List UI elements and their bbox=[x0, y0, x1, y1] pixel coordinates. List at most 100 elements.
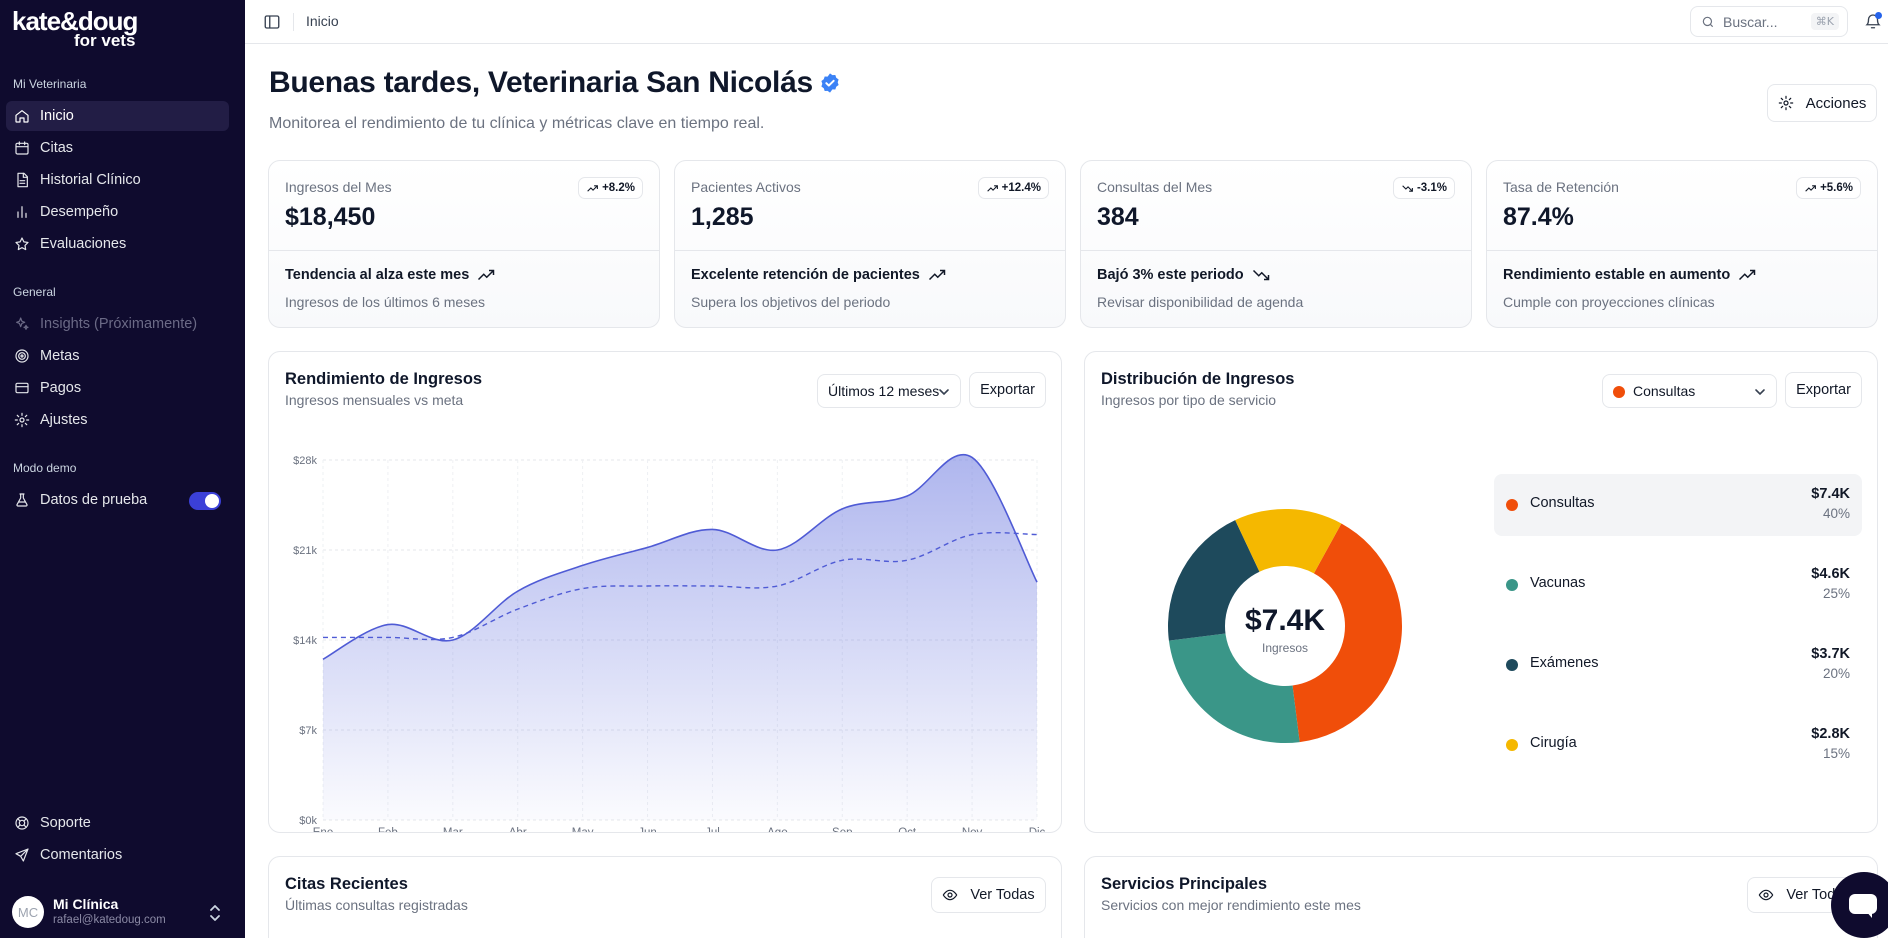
stat-change: +5.6% bbox=[1820, 182, 1853, 194]
legend-dot bbox=[1506, 659, 1518, 671]
sidebar-item-label: Insights (Próximamente) bbox=[40, 316, 198, 332]
trending-up-icon bbox=[587, 184, 598, 192]
donut-slice[interactable] bbox=[1168, 520, 1260, 641]
sidebar-item-ajustes[interactable]: Ajustes bbox=[6, 405, 229, 435]
divider bbox=[1487, 250, 1877, 251]
recent-appointments-card: Citas Recientes Últimas consultas regist… bbox=[268, 856, 1062, 938]
legend-percent: 20% bbox=[1822, 666, 1850, 681]
donut-slice[interactable] bbox=[1292, 523, 1402, 743]
search-input[interactable]: Buscar... ⌘K bbox=[1690, 6, 1848, 37]
stat-value: 1,285 bbox=[691, 203, 754, 231]
sidebar-item-soporte[interactable]: Soporte bbox=[6, 808, 229, 838]
export-label: Exportar bbox=[980, 382, 1035, 398]
stat-change-badge: +8.2% bbox=[578, 177, 643, 199]
legend-percent: 15% bbox=[1822, 746, 1850, 761]
legend-name: Consultas bbox=[1530, 495, 1595, 511]
view-all-button[interactable]: Ver Todas bbox=[931, 877, 1046, 913]
chat-icon-tail bbox=[1865, 910, 1872, 918]
gear-icon bbox=[14, 412, 30, 428]
donut-slice[interactable] bbox=[1168, 633, 1300, 743]
legend-item-vacunas[interactable]: Vacunas $4.6K 25% bbox=[1494, 554, 1862, 616]
stat-trend: Bajó 3% este periodo bbox=[1097, 267, 1270, 283]
breadcrumb[interactable]: Inicio bbox=[306, 13, 339, 29]
sidebar-item-inicio[interactable]: Inicio bbox=[6, 101, 229, 131]
stat-desc: Ingresos de los últimos 6 meses bbox=[285, 294, 485, 310]
x-tick-label: May bbox=[572, 827, 594, 832]
card-subtitle: Últimas consultas registradas bbox=[285, 897, 468, 913]
legend-name: Exámenes bbox=[1530, 655, 1599, 671]
card-subtitle: Ingresos mensuales vs meta bbox=[285, 392, 464, 408]
lifebuoy-icon bbox=[14, 815, 30, 831]
trending-up-icon bbox=[478, 269, 495, 281]
y-tick-label: $14k bbox=[293, 635, 317, 647]
sidebar-toggle-icon[interactable] bbox=[263, 13, 281, 31]
stat-change-badge: -3.1% bbox=[1392, 177, 1455, 199]
user-menu[interactable]: MC Mi Clínica rafael@katedoug.com bbox=[12, 896, 234, 930]
stat-card-pacientes: Pacientes Activos 1,285 +12.4% Excelente… bbox=[674, 160, 1066, 328]
actions-button[interactable]: Acciones bbox=[1767, 84, 1877, 122]
page-title: Buenas tardes, Veterinaria San Nicolás bbox=[269, 66, 841, 100]
chevron-up-down-icon bbox=[210, 905, 220, 921]
sidebar-item-label: Comentarios bbox=[40, 847, 123, 863]
donut-center-label: Ingresos bbox=[1261, 641, 1309, 655]
divider bbox=[1081, 250, 1471, 251]
sidebar: kate&doug for vets Mi Veterinaria Inicio… bbox=[0, 0, 245, 938]
stat-change: -3.1% bbox=[1416, 182, 1447, 194]
stat-desc: Cumple con proyecciones clínicas bbox=[1503, 294, 1715, 310]
legend-percent: 40% bbox=[1822, 506, 1850, 521]
x-tick-label: Feb bbox=[378, 827, 398, 832]
export-label: Exportar bbox=[1796, 382, 1851, 398]
x-tick-label: Ago bbox=[767, 827, 787, 832]
demo-data-toggle[interactable] bbox=[189, 492, 221, 510]
sidebar-item-insights: Insights (Próximamente) bbox=[6, 309, 229, 339]
stat-desc: Supera los objetivos del periodo bbox=[691, 294, 891, 310]
section-label-general: General bbox=[13, 285, 56, 299]
avatar: MC bbox=[12, 896, 44, 928]
trending-down-icon bbox=[1252, 269, 1269, 281]
stat-value: 87.4% bbox=[1503, 203, 1574, 231]
stat-card-ingresos: Ingresos del Mes $18,450 +8.2% Tendencia… bbox=[268, 160, 660, 328]
revenue-chart: $0k $7k $14k $21k $28k Ene Feb Mar Abr May Jun Jul A… bbox=[293, 453, 1046, 832]
donut-slice[interactable] bbox=[1235, 509, 1342, 574]
sidebar-item-pagos[interactable]: Pagos bbox=[6, 373, 229, 403]
x-tick-label: Oct bbox=[898, 827, 917, 832]
card-title: Rendimiento de Ingresos bbox=[285, 370, 483, 388]
legend-item-consultas[interactable]: Consultas $7.4K 40% bbox=[1494, 474, 1862, 536]
bell-icon[interactable] bbox=[1864, 11, 1882, 31]
chat-icon bbox=[1849, 894, 1877, 914]
x-tick-label: Nov bbox=[962, 827, 983, 832]
stat-trend: Tendencia al alza este mes bbox=[285, 267, 495, 283]
sidebar-item-label: Soporte bbox=[40, 815, 91, 831]
legend-item-cirugia[interactable]: Cirugía $2.8K 15% bbox=[1494, 714, 1862, 776]
chat-button[interactable] bbox=[1831, 872, 1888, 938]
legend-dot bbox=[1506, 579, 1518, 591]
export-button[interactable]: Exportar bbox=[969, 372, 1046, 408]
search-shortcut: ⌘K bbox=[1810, 13, 1839, 30]
sidebar-item-metas[interactable]: Metas bbox=[6, 341, 229, 371]
brand-logo[interactable]: kate&doug for vets bbox=[12, 8, 162, 50]
stat-trend-text: Tendencia al alza este mes bbox=[285, 267, 470, 283]
legend-item-examenes[interactable]: Exámenes $3.7K 20% bbox=[1494, 634, 1862, 696]
sidebar-item-label: Datos de prueba bbox=[40, 492, 148, 508]
sidebar-item-comentarios[interactable]: Comentarios bbox=[6, 840, 229, 870]
brand-line1: kate&doug bbox=[12, 6, 138, 36]
sidebar-item-historial[interactable]: Historial Clínico bbox=[6, 165, 229, 195]
sidebar-item-citas[interactable]: Citas bbox=[6, 133, 229, 163]
service-filter-select[interactable]: Consultas bbox=[1602, 374, 1777, 408]
sidebar-item-desempeno[interactable]: Desempeño bbox=[6, 197, 229, 227]
legend-percent: 25% bbox=[1822, 586, 1850, 601]
topbar: Inicio Buscar... ⌘K bbox=[245, 0, 1888, 44]
sidebar-item-evaluaciones[interactable]: Evaluaciones bbox=[6, 229, 229, 259]
trending-up-icon bbox=[986, 184, 998, 192]
card-title: Servicios Principales bbox=[1101, 875, 1268, 893]
sidebar-item-label: Evaluaciones bbox=[40, 236, 127, 252]
divider bbox=[293, 13, 294, 31]
actions-label: Acciones bbox=[1805, 94, 1867, 112]
range-select[interactable]: Últimos 12 meses bbox=[817, 374, 961, 408]
y-tick-label: $28k bbox=[293, 455, 317, 467]
star-icon bbox=[14, 236, 30, 252]
card-title: Citas Recientes bbox=[285, 875, 408, 893]
export-button[interactable]: Exportar bbox=[1785, 372, 1862, 408]
y-tick-label: $21k bbox=[293, 545, 317, 557]
section-label-main: Mi Veterinaria bbox=[13, 77, 87, 91]
